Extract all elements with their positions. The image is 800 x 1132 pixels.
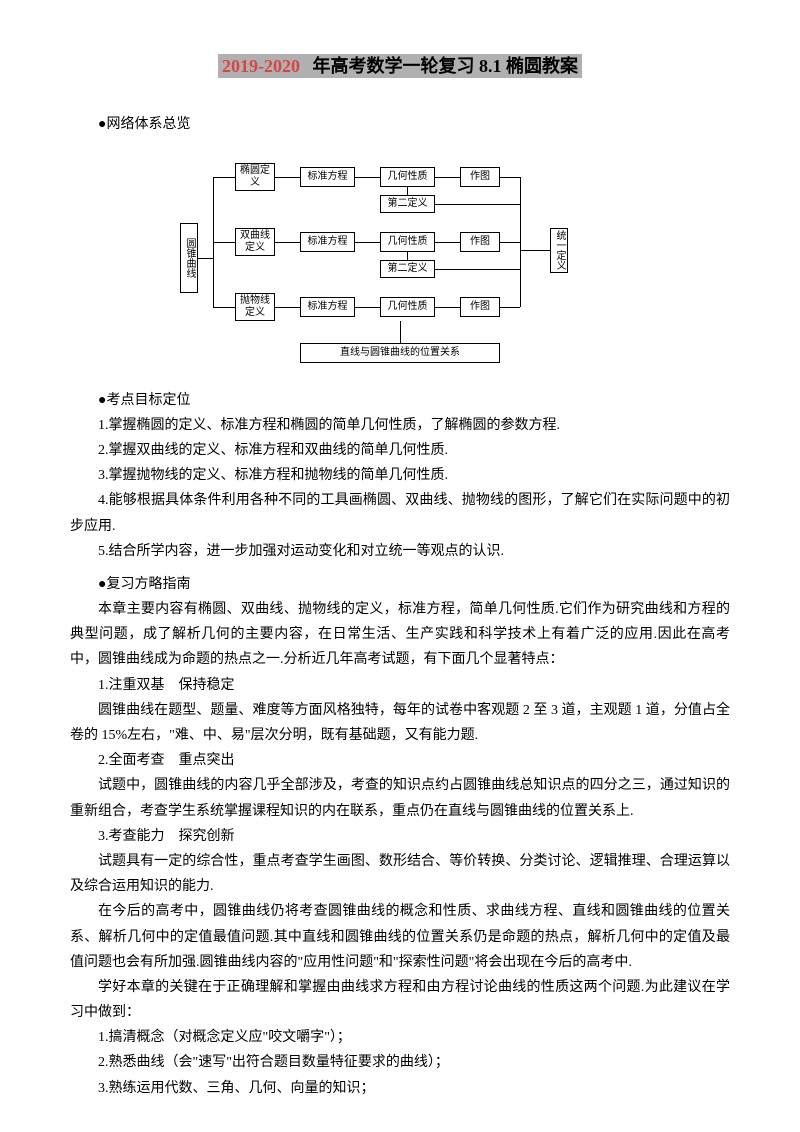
para-11: 3.考查能力 探究创新 [70,824,730,849]
para-5: 5.结合所学内容，进一步加强对运动变化和对立统一等观点的认识. [70,539,730,564]
box-bottom: 直线与圆锥曲线的位置关系 [300,343,500,363]
para-6: 本章主要内容有椭圆、双曲线、抛物线的定义，标准方程，简单几何性质.它们作为研究曲… [70,597,730,673]
section-network: ●网络体系总览 [70,112,730,137]
box-unified-def: 统一定义 [550,228,568,273]
concept-diagram: 圆锥曲线 椭圆定义 标准方程 几何性质 作图 第二定义 双曲线定义 标准方程 几… [180,153,620,373]
para-10: 试题中，圆锥曲线的内容几乎全部涉及，考查的知识点约占圆锥曲线总知识点的四分之三，… [70,773,730,823]
para-12: 试题具有一定的综合性，重点考查学生画图、数形结合、等价转换、分类讨论、逻辑推理、… [70,849,730,899]
box-geo-1: 几何性质 [380,167,435,187]
para-17: 3.熟练运用代数、三角、几何、向量的知识； [70,1076,730,1101]
para-14: 学好本章的关键在于正确理解和掌握由曲线求方程和由方程讨论曲线的性质这两个问题.为… [70,975,730,1025]
box-conic: 圆锥曲线 [180,223,198,293]
box-second-def-1: 第二定义 [380,195,435,213]
para-7: 1.注重双基 保持稳定 [70,673,730,698]
box-geo-2: 几何性质 [380,232,435,252]
para-13: 在今后的高考中，圆锥曲线仍将考查圆锥曲线的概念和性质、求曲线方程、直线和圆锥曲线… [70,899,730,975]
title-rest: 年高考数学一轮复习 8.1 椭圆教案 [304,54,582,78]
box-draw-3: 作图 [460,297,500,317]
para-8: 圆锥曲线在题型、题量、难度等方面风格独特，每年的试卷中客观题 2 至 3 道，主… [70,698,730,748]
para-1: 1.掌握椭圆的定义、标准方程和椭圆的简单几何性质，了解椭圆的参数方程. [70,413,730,438]
para-9: 2.全面考查 重点突出 [70,748,730,773]
box-std-eq-3: 标准方程 [300,297,355,317]
box-geo-3: 几何性质 [380,297,435,317]
box-std-eq-1: 标准方程 [300,167,355,187]
para-2: 2.掌握双曲线的定义、标准方程和双曲线的简单几何性质. [70,438,730,463]
section-objectives: ●考点目标定位 [70,388,730,413]
box-draw-2: 作图 [460,232,500,252]
para-15: 1.搞清概念（对概念定义应"咬文嚼字"）； [70,1025,730,1050]
section-strategy: ●复习方略指南 [70,572,730,597]
box-hyperbola-def: 双曲线定义 [235,228,275,256]
title-year: 2019-2020 [218,54,304,78]
box-parabola-def: 抛物线定义 [235,293,275,321]
box-std-eq-2: 标准方程 [300,232,355,252]
box-draw-1: 作图 [460,167,500,187]
page-title: 2019-2020 年高考数学一轮复习 8.1 椭圆教案 [70,50,730,82]
box-ellipse-def: 椭圆定义 [235,163,275,191]
diagram-container: 圆锥曲线 椭圆定义 标准方程 几何性质 作图 第二定义 双曲线定义 标准方程 几… [70,153,730,373]
para-4: 4.能够根据具体条件利用各种不同的工具画椭圆、双曲线、抛物线的图形，了解它们在实… [70,488,730,538]
box-second-def-2: 第二定义 [380,260,435,278]
para-3: 3.掌握抛物线的定义、标准方程和抛物线的简单几何性质. [70,463,730,488]
para-16: 2.熟悉曲线（会"速写"出符合题目数量特征要求的曲线）； [70,1050,730,1075]
